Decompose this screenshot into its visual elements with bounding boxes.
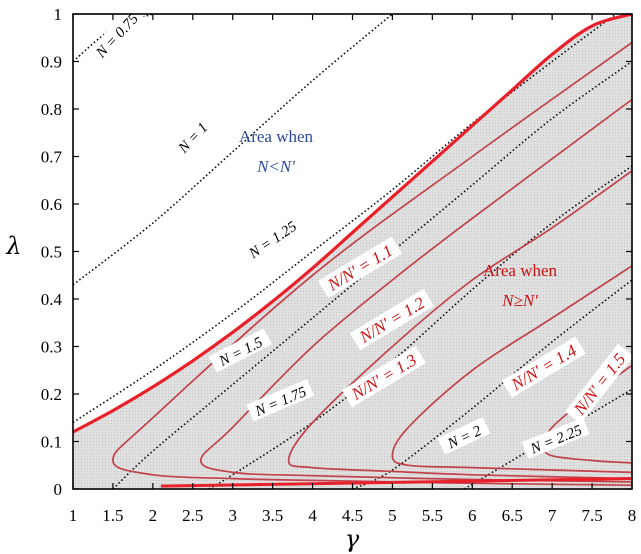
x-axis: 1 1.5 2 2.5 3 3.5 4 4.5 5 5.5 6 6.5 7 7.5 8 xyxy=(69,14,637,525)
x-tick-label: 3.5 xyxy=(262,506,283,525)
region-label-below: Area when N<N' xyxy=(239,127,314,176)
x-tick-label: 4 xyxy=(308,506,317,525)
x-tick-label: 1 xyxy=(69,506,78,525)
red-contour-2 xyxy=(287,170,632,480)
shaded-region xyxy=(73,14,632,489)
y-axis: 0 0.1 0.2 0.3 0.4 0.5 0.6 0.7 0.8 0.9 1 xyxy=(41,5,632,499)
shaded-area xyxy=(73,14,632,489)
y-tick-label: 0.6 xyxy=(41,195,62,214)
black-contour-label-2: N = 1.25 xyxy=(239,212,305,265)
x-tick-label: 7.5 xyxy=(581,506,602,525)
x-tick-label: 6 xyxy=(468,506,477,525)
y-tick-label: 0.5 xyxy=(41,243,62,262)
red-contour-1 xyxy=(199,98,632,483)
black-contour-0 xyxy=(73,14,154,63)
y-tick-label: 1 xyxy=(54,5,63,24)
x-axis-title: γ xyxy=(345,525,360,553)
y-tick-label: 0 xyxy=(54,480,63,499)
region-label-above: Area when N≥N' xyxy=(483,261,558,310)
region-above-line2: N≥N' xyxy=(501,291,538,310)
boundary-curve-group xyxy=(73,14,632,488)
black-contour-5 xyxy=(352,279,632,489)
black-contour-label-1: N = 1 xyxy=(169,113,216,161)
x-tick-label: 2 xyxy=(149,506,158,525)
y-axis-title: λ xyxy=(5,232,21,260)
x-tick-label: 2.5 xyxy=(182,506,203,525)
x-tick-label: 4.5 xyxy=(342,506,363,525)
y-tick-label: 0.2 xyxy=(41,385,62,404)
boundary-curve xyxy=(73,14,632,434)
svg-text:N = 0.75: N = 0.75 xyxy=(93,11,142,62)
black-contour-2 xyxy=(73,14,617,424)
red-contour-3 xyxy=(391,265,632,474)
x-tick-label: 6.5 xyxy=(502,506,523,525)
y-tick-label: 0.4 xyxy=(41,290,63,309)
region-below-line2: N<N' xyxy=(256,157,295,176)
x-tick-label: 1.5 xyxy=(102,506,123,525)
x-tick-label: 8 xyxy=(628,506,637,525)
region-below-line1: Area when xyxy=(239,127,314,146)
x-tick-label: 5 xyxy=(388,506,397,525)
y-tick-label: 0.8 xyxy=(41,100,62,119)
y-tick-label: 0.9 xyxy=(41,53,62,72)
y-tick-label: 0.3 xyxy=(41,338,62,357)
x-tick-label: 3 xyxy=(228,506,237,525)
y-tick-label: 0.7 xyxy=(41,148,63,167)
x-tick-label: 5.5 xyxy=(422,506,443,525)
x-tick-label: 7 xyxy=(548,506,557,525)
y-tick-label: 0.1 xyxy=(41,433,62,452)
red-baseline-band xyxy=(160,477,632,488)
region-above-line1: Area when xyxy=(483,261,558,280)
